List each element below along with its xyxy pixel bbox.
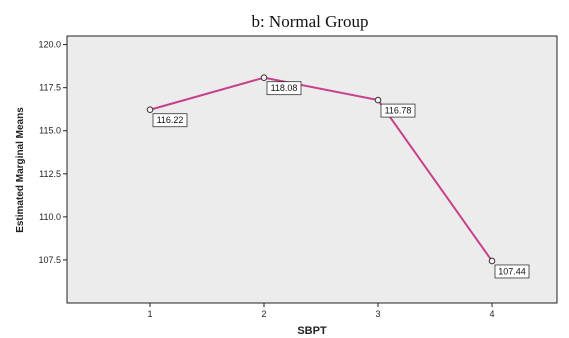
data-label: 107.44 xyxy=(498,266,526,276)
data-label: 116.22 xyxy=(157,115,184,125)
data-label: 118.08 xyxy=(271,83,298,93)
data-labels: 116.22 118.08 116.78 107.44 xyxy=(152,81,530,279)
plot-area xyxy=(66,35,558,304)
data-label-box xyxy=(152,113,188,128)
series-line xyxy=(146,74,496,265)
y-tick-label: 115.0 xyxy=(39,126,61,136)
data-point xyxy=(260,74,268,81)
x-tick-label: 1 xyxy=(147,309,152,319)
data-label-box xyxy=(266,81,302,96)
y-tick-label: 112.5 xyxy=(39,169,61,179)
data-point xyxy=(374,96,382,104)
chart-title: b: Normal Group xyxy=(251,12,368,31)
x-axis: 1 2 3 4 xyxy=(147,303,495,319)
y-tick-label: 107.5 xyxy=(38,255,61,265)
data-label: 116.78 xyxy=(385,106,412,116)
x-axis-label: SBPT xyxy=(297,325,327,337)
y-tick-label: 120.0 xyxy=(38,40,61,50)
y-tick-label: 110.0 xyxy=(39,212,61,222)
series-polyline xyxy=(149,76,493,262)
y-axis: 107.5 110.0 112.5 115.0 117.5 120.0 xyxy=(38,40,67,265)
data-point xyxy=(146,106,154,114)
y-axis-label: Estimated Marginal Means xyxy=(15,107,26,233)
data-label-box xyxy=(494,264,530,279)
data-point xyxy=(488,257,496,265)
x-tick-label: 3 xyxy=(375,309,380,319)
x-tick-label: 2 xyxy=(261,309,266,319)
y-tick-label: 117.5 xyxy=(39,83,61,93)
x-tick-label: 4 xyxy=(489,309,494,319)
data-label-box xyxy=(380,103,416,118)
